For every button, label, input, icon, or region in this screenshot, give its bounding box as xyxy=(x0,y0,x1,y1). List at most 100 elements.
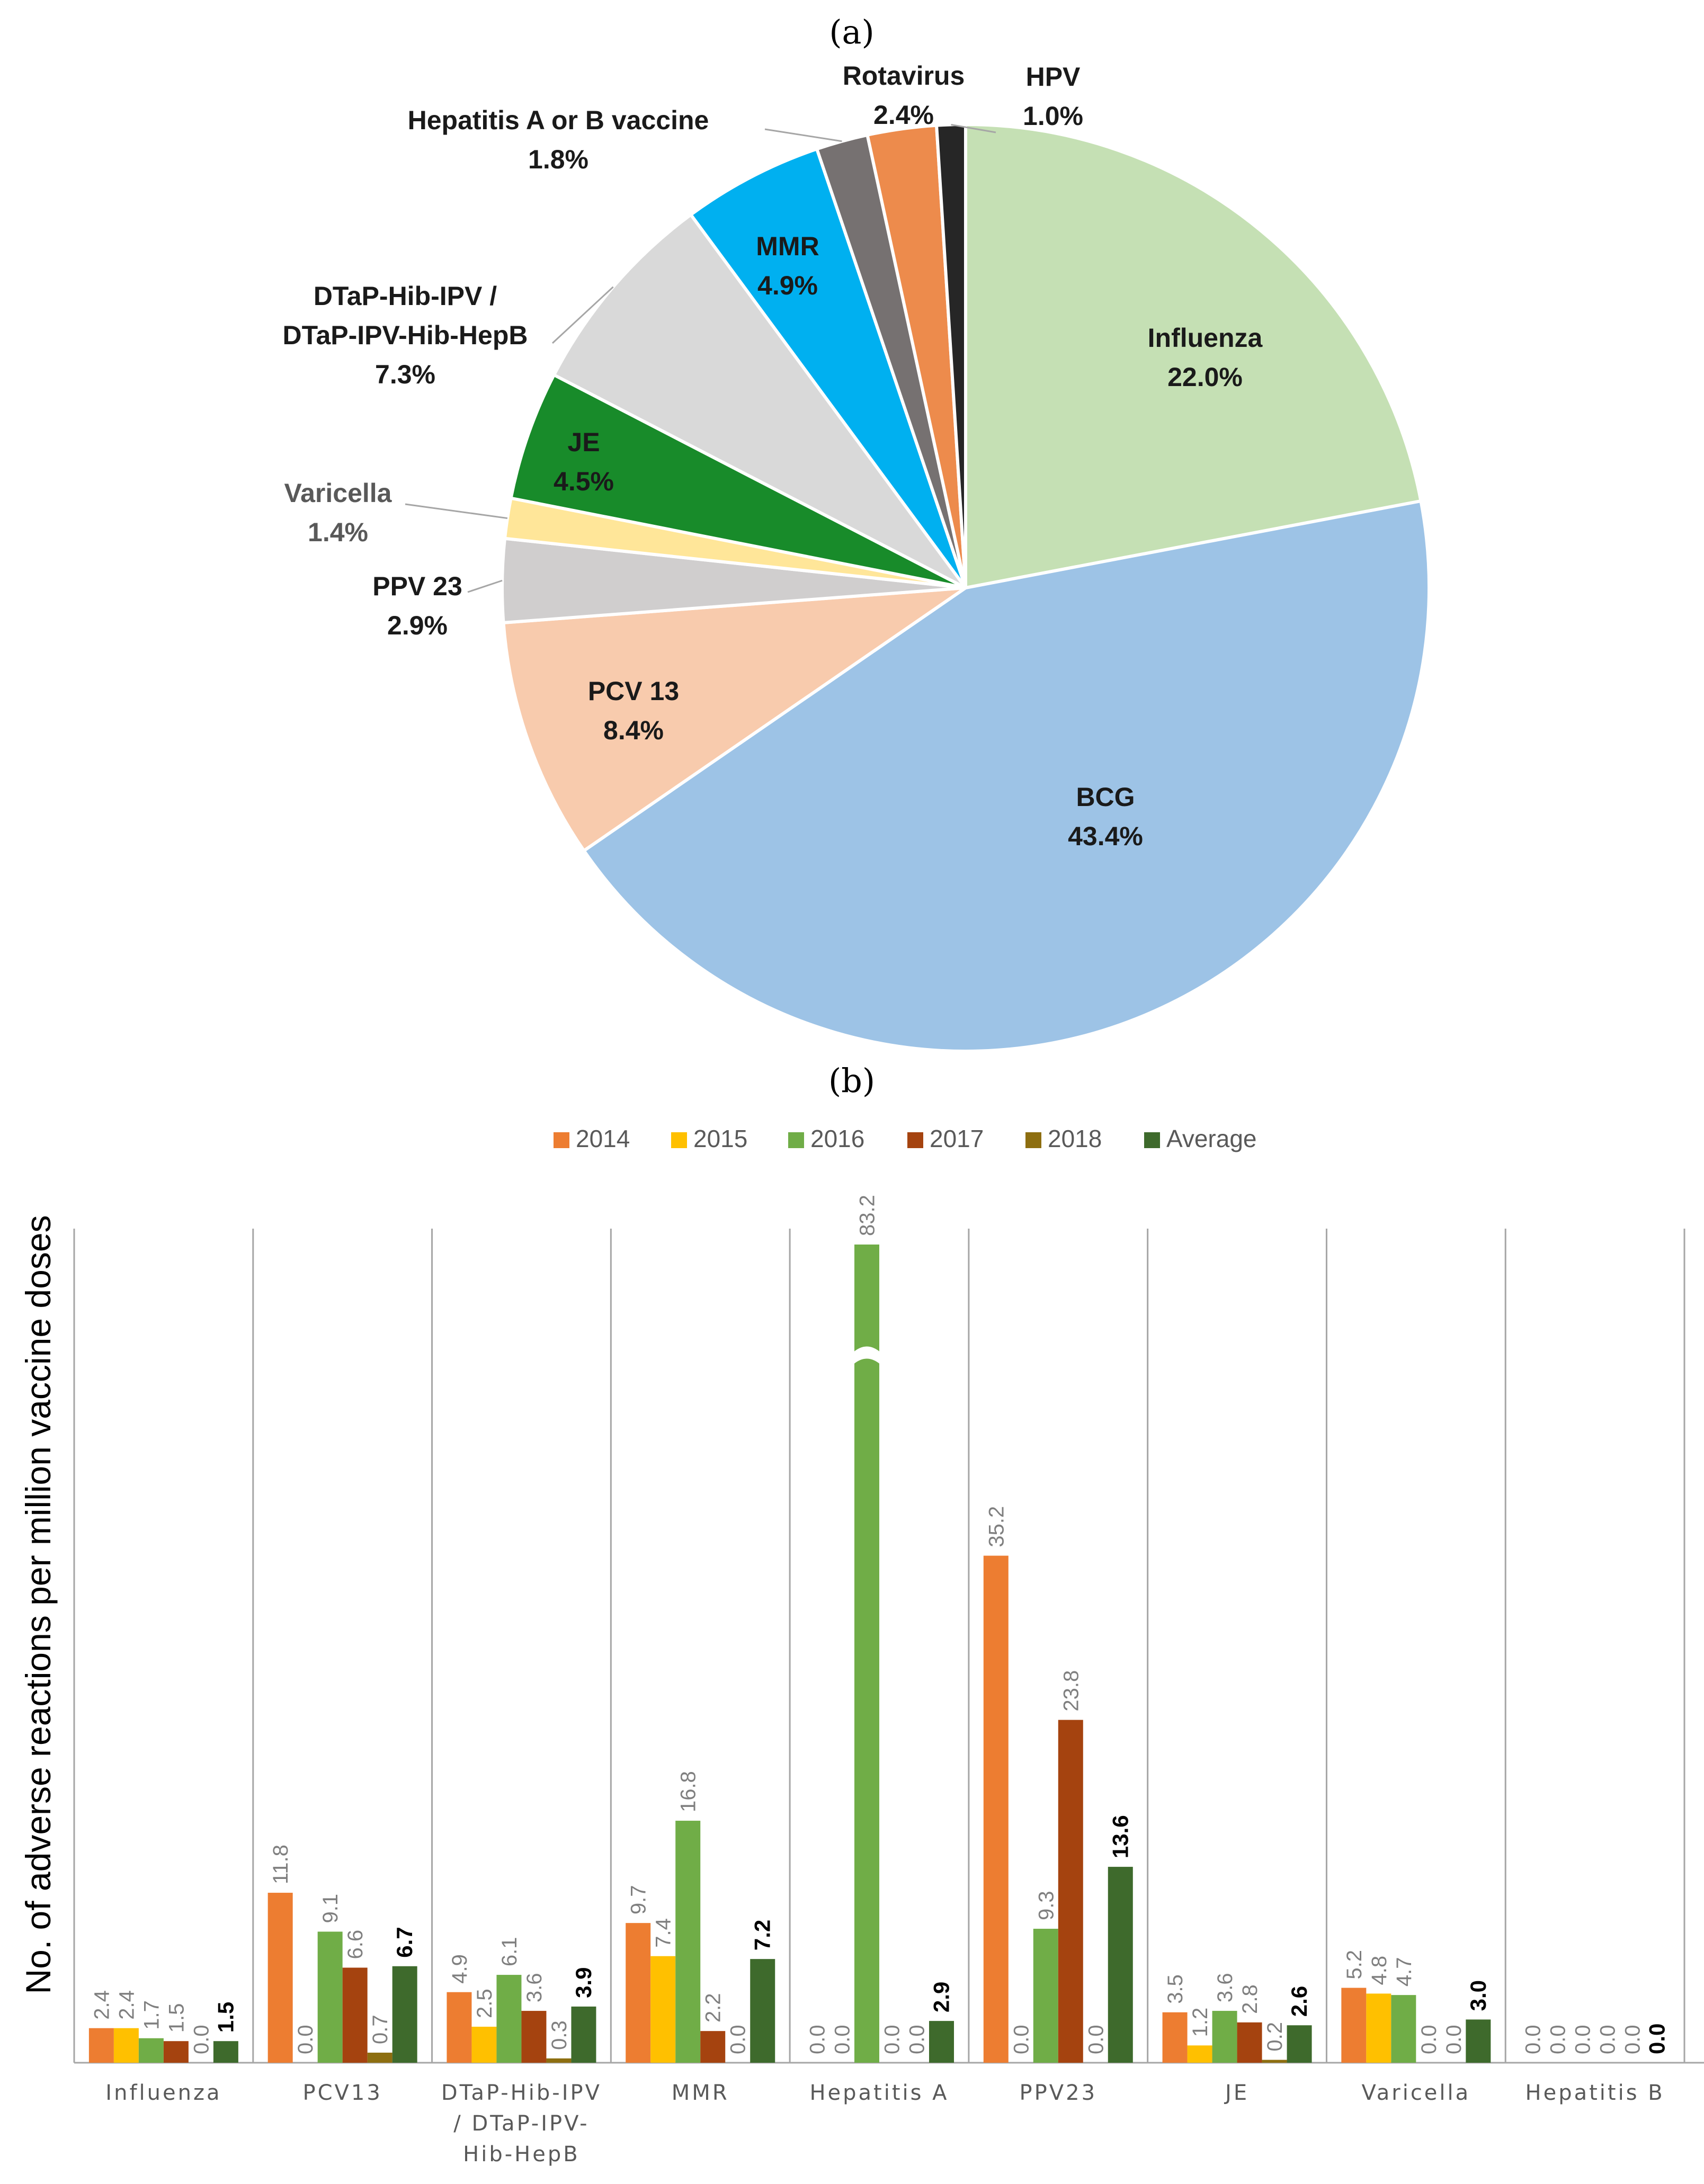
data-label-mmr-2016: 16.8 xyxy=(677,1771,700,1812)
data-label-je-2014: 3.5 xyxy=(1164,1974,1187,2004)
pie-label-pcv-13: PCV 13 8.4% xyxy=(588,676,679,745)
bar-pcv13-average xyxy=(392,1966,417,2063)
data-label-varicella-2017: 0.0 xyxy=(1417,2025,1441,2054)
bar-varicella-2015 xyxy=(1366,1993,1391,2063)
bar-pcv13-2014 xyxy=(267,1893,293,2063)
data-label-ppv23-2018: 0.0 xyxy=(1084,2025,1108,2054)
bar-je-2017 xyxy=(1237,2022,1262,2063)
data-label-hepatitis-b-2016: 0.0 xyxy=(1572,2025,1595,2054)
category-label-dtap-hib-ipv-dtap-ipv-hib-hepb: DTaP-Hib-IPV / DTaP-IPV-Hib-HepB xyxy=(441,2081,602,2167)
data-label-influenza-2015: 2.4 xyxy=(115,1990,138,2020)
pie-slice-pcv-13 xyxy=(502,586,971,853)
data-label-varicella-2016: 4.7 xyxy=(1393,1957,1416,1987)
bar-hepatitis-a-average xyxy=(929,2021,954,2063)
category-label-hepatitis-b: Hepatitis B xyxy=(1525,2081,1665,2105)
data-label-hepatitis-b-2015: 0.0 xyxy=(1547,2025,1570,2054)
bar-pcv13-2018 xyxy=(367,2052,392,2063)
data-label-hepatitis-b-average: 0.0 xyxy=(1645,2024,1670,2054)
data-label-dtap-hib-ipv-dtap-ipv-hib-hepb-2017: 3.6 xyxy=(523,1973,546,2002)
y-axis-label: No. of adverse reactions per million vac… xyxy=(19,1215,58,1994)
bar-mmr-2017 xyxy=(700,2031,726,2063)
legend-label-2018: 2018 xyxy=(1048,1125,1102,1152)
data-label-varicella-average: 3.0 xyxy=(1466,1980,1491,2011)
data-label-mmr-2018: 0.0 xyxy=(727,2025,750,2054)
bar-influenza-2016 xyxy=(138,2038,164,2063)
bar-legend: 2014 2015 2016 2017 2018 Average xyxy=(554,1125,1257,1152)
bar-mmr-2015 xyxy=(650,1956,676,2063)
data-label-pcv13-average: 6.7 xyxy=(392,1927,417,1957)
legend-swatch-2014 xyxy=(554,1132,569,1148)
bar-ppv23-average xyxy=(1108,1867,1133,2063)
data-label-varicella-2018: 0.0 xyxy=(1442,2025,1466,2054)
data-label-influenza-2016: 1.7 xyxy=(140,2000,163,2030)
pie-slice-bcg xyxy=(582,499,1431,1053)
bar-dtap-hib-ipv-dtap-ipv-hib-hepb-2014 xyxy=(447,1992,472,2063)
data-label-pcv13-2016: 9.1 xyxy=(319,1894,342,1923)
pie-label-hepatitis-a-or-b: Hepatitis A or B vaccine 1.8% xyxy=(408,105,709,174)
data-label-hepatitis-b-2014: 0.0 xyxy=(1522,2025,1545,2054)
bar-varicella-2014 xyxy=(1341,1988,1367,2063)
pie-label-mmr: MMR 4.9% xyxy=(756,231,819,300)
category-label-pcv13: PCV13 xyxy=(303,2081,382,2105)
legend-label-average: Average xyxy=(1166,1125,1257,1152)
data-label-hepatitis-a-2015: 0.0 xyxy=(831,2025,854,2054)
data-label-varicella-2015: 4.8 xyxy=(1368,1956,1391,1985)
bar-varicella-average xyxy=(1466,2019,1491,2063)
bar-mmr-2014 xyxy=(626,1923,651,2063)
leader-line-dtap xyxy=(551,286,614,344)
pie-slice-je xyxy=(509,372,967,589)
data-label-dtap-hib-ipv-dtap-ipv-hib-hepb-2018: 0.3 xyxy=(548,2020,571,2050)
bar-je-average xyxy=(1287,2025,1312,2063)
data-label-mmr-2015: 7.4 xyxy=(652,1918,675,1948)
legend-label-2015: 2015 xyxy=(693,1125,747,1152)
data-label-mmr-average: 7.2 xyxy=(750,1920,775,1950)
legend-swatch-2016 xyxy=(788,1132,804,1148)
bar-varicella-2016 xyxy=(1391,1995,1416,2063)
bar-mmr-average xyxy=(750,1959,775,2063)
pie-label-bcg: BCG 43.4% xyxy=(1068,782,1143,851)
pie-slice-influenza xyxy=(964,122,1423,590)
data-label-dtap-hib-ipv-dtap-ipv-hib-hepb-average: 3.9 xyxy=(571,1967,596,1998)
bar-je-2014 xyxy=(1162,2012,1188,2063)
data-label-hepatitis-a-2016: 83.2 xyxy=(856,1195,879,1236)
data-label-influenza-average: 1.5 xyxy=(213,2002,238,2033)
data-label-influenza-2014: 2.4 xyxy=(90,1990,113,2020)
data-label-dtap-hib-ipv-dtap-ipv-hib-hepb-2015: 2.5 xyxy=(473,1989,496,2018)
bar-dtap-hib-ipv-dtap-ipv-hib-hepb-2015 xyxy=(471,2027,497,2063)
legend-swatch-2017 xyxy=(907,1132,923,1148)
pie-label-ppv-23: PPV 23 2.9% xyxy=(372,571,462,640)
leader-line-ppv-23 xyxy=(467,579,503,593)
legend-label-2016: 2016 xyxy=(810,1125,864,1152)
data-label-je-2018: 0.2 xyxy=(1263,2022,1287,2052)
pie-slice-mmr xyxy=(689,147,967,589)
category-label-influenza: Influenza xyxy=(105,2081,221,2105)
data-label-je-2015: 1.2 xyxy=(1189,2008,1212,2037)
data-label-ppv23-2014: 35.2 xyxy=(985,1506,1008,1547)
pie-label-varicella: Varicella 1.4% xyxy=(284,478,392,547)
pie-label-rotavirus: Rotavirus 2.4% xyxy=(843,61,965,130)
bar-pcv13-2017 xyxy=(342,1967,368,2063)
bar-influenza-2014 xyxy=(88,2028,114,2063)
data-label-pcv13-2017: 6.6 xyxy=(344,1930,367,1959)
data-label-influenza-2018: 0.0 xyxy=(190,2025,213,2054)
leader-line-hpv xyxy=(951,123,996,133)
data-label-hepatitis-a-2018: 0.0 xyxy=(906,2025,929,2054)
legend-swatch-average xyxy=(1144,1132,1160,1148)
bar-ppv23-2014 xyxy=(983,1555,1009,2063)
bar-je-2018 xyxy=(1262,2060,1287,2063)
data-label-ppv23-2015: 0.0 xyxy=(1010,2025,1033,2054)
category-label-je: JE xyxy=(1224,2081,1249,2105)
legend-label-2014: 2014 xyxy=(576,1125,630,1152)
category-label-ppv23: PPV23 xyxy=(1020,2081,1098,2105)
data-label-pcv13-2018: 0.7 xyxy=(369,2015,392,2044)
category-label-varicella: Varicella xyxy=(1361,2081,1470,2105)
data-label-ppv23-average: 13.6 xyxy=(1108,1815,1132,1858)
legend-label-2017: 2017 xyxy=(930,1125,984,1152)
panel-label-b: (b) xyxy=(828,1061,875,1100)
bar-influenza-average xyxy=(213,2041,238,2063)
bar-je-2016 xyxy=(1212,2011,1237,2063)
bar-influenza-2015 xyxy=(113,2028,139,2063)
bar-mmr-2016 xyxy=(675,1821,701,2063)
data-label-mmr-2014: 9.7 xyxy=(627,1885,650,1915)
